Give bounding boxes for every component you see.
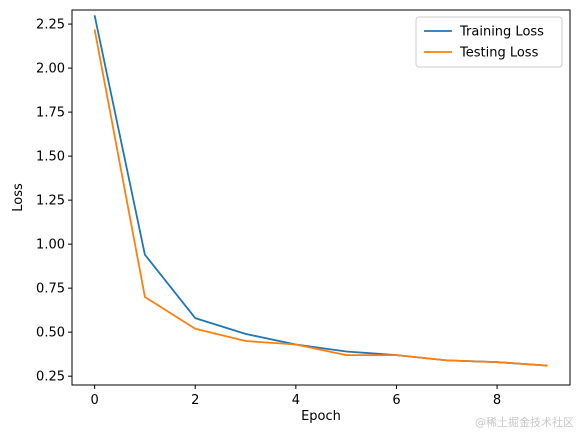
legend-label: Testing Loss	[459, 46, 539, 61]
series-line-testing-loss	[93, 29, 548, 367]
y-tick-label: 0.75	[36, 282, 65, 297]
y-tick-label: 2.25	[36, 18, 65, 33]
y-axis: 0.25 0.50 0.75 1.00 1.25 1.50 1.75 2.00 2.25	[36, 18, 72, 385]
legend-box	[415, 16, 563, 68]
y-tick-label: 1.50	[36, 150, 65, 165]
legend: Training Loss Testing Loss	[415, 16, 563, 68]
y-tick-label: 1.25	[36, 194, 65, 209]
x-tick-label: 0	[90, 393, 98, 408]
axes-frame	[71, 9, 571, 386]
y-tick-label: 1.00	[36, 238, 65, 253]
x-tick-label: 8	[493, 393, 501, 408]
y-tick-label: 2.00	[36, 62, 65, 77]
y-tick-label: 0.25	[36, 370, 65, 385]
x-axis: 0 2 4 6 8	[90, 385, 501, 408]
y-tick-label: 0.50	[36, 326, 65, 341]
y-axis-label: Loss	[11, 183, 26, 212]
x-axis-label: Epoch	[301, 409, 341, 424]
series-layer	[93, 15, 548, 367]
legend-label: Training Loss	[459, 25, 544, 40]
watermark: @稀土掘金技术社区	[475, 415, 574, 429]
x-tick-label: 2	[191, 393, 199, 408]
x-tick-label: 4	[292, 393, 300, 408]
series-line-training-loss	[93, 15, 548, 367]
x-tick-label: 6	[392, 393, 400, 408]
y-tick-label: 1.75	[36, 106, 65, 121]
